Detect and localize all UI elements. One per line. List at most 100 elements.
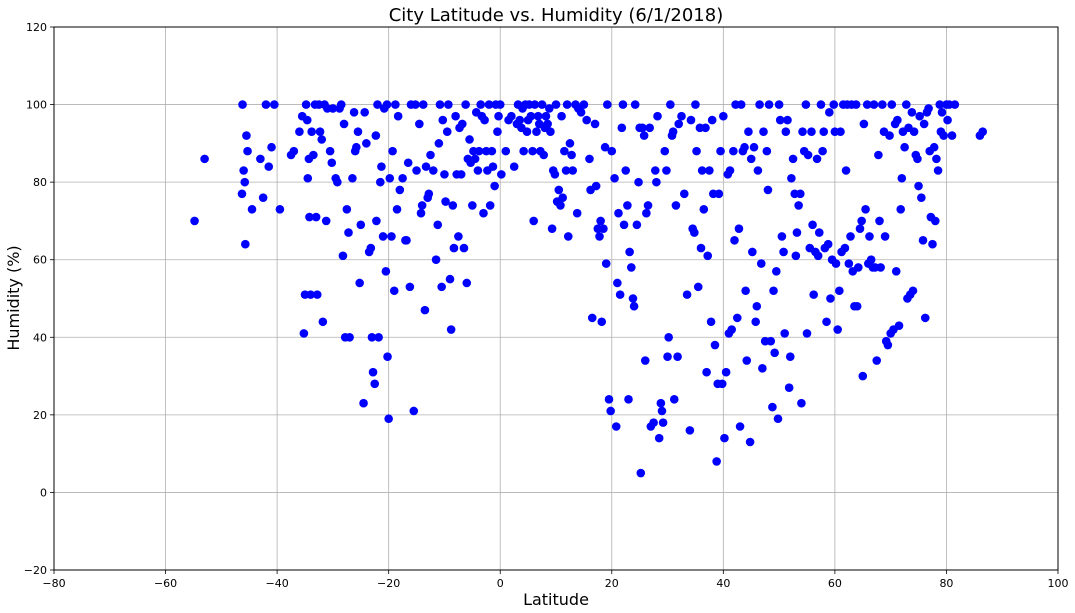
data-point [710,340,720,350]
data-point [930,216,940,226]
data-point [368,367,378,377]
data-point [696,243,706,253]
data-point [844,259,854,268]
data-point [727,325,736,334]
data-point [721,367,731,377]
data-point [658,418,668,427]
data-point [264,162,274,171]
data-point [918,236,928,245]
data-point [869,100,879,109]
data-point [780,329,789,338]
data-point [640,356,650,365]
data-point [479,208,488,218]
y-tick-label: 60 [33,254,47,267]
data-point [600,142,610,152]
data-point [474,146,484,156]
data-point [935,100,945,109]
data-point [685,426,695,435]
data-point [378,232,388,241]
data-point [773,414,783,424]
data-point [874,150,883,160]
data-point [745,437,755,447]
data-point [929,142,939,152]
data-point [865,232,874,241]
data-point [558,193,567,202]
data-point [852,301,862,311]
data-point [495,100,505,109]
data-point [714,189,724,199]
data-point [258,193,268,202]
data-point [666,100,675,109]
data-point [579,100,589,109]
data-point [541,111,551,121]
data-point [859,119,869,129]
data-point [706,317,716,327]
data-point [595,232,604,241]
data-point [840,243,850,253]
data-point [900,142,909,152]
data-point [426,150,435,160]
x-axis-ticks: −80 −60 −40 −20 0 20 40 60 80 100 [42,570,1069,590]
data-point [748,247,757,257]
data-point [473,166,483,175]
data-point [383,352,392,361]
data-point [866,255,876,265]
data-point [597,317,607,327]
x-tick-label: 40 [716,577,730,590]
data-point [480,115,489,125]
data-point [691,100,700,109]
data-point [692,146,701,156]
data-point [377,162,386,171]
data-point [550,170,560,179]
data-point [604,395,614,404]
data-point [295,127,304,137]
data-point [614,208,623,218]
data-point [917,193,926,202]
data-point [403,158,413,168]
data-point [442,127,452,137]
data-point [416,208,426,218]
data-point [353,127,363,137]
data-point [435,100,445,109]
data-point [261,100,271,109]
data-point [385,173,395,183]
data-point [484,100,494,109]
data-point [328,104,338,113]
data-point [420,305,430,315]
data-point [835,286,844,296]
data-point [645,123,655,133]
data-point [445,274,455,284]
data-point [270,100,279,109]
data-point [744,127,753,137]
data-point [740,142,749,152]
data-point [883,340,893,350]
data-point [752,301,762,311]
data-point [851,100,861,109]
data-point [366,243,376,253]
data-point [591,181,601,191]
data-point [809,290,818,299]
y-tick-label: 100 [26,99,47,112]
x-tick-label: −40 [266,577,289,590]
data-point [764,100,774,109]
data-point [671,201,681,210]
data-point [428,166,438,175]
data-point [465,135,474,144]
data-point [814,228,824,237]
data-point [321,216,331,226]
data-point [628,294,638,303]
data-point [649,418,658,427]
data-point [457,119,467,129]
data-point [858,371,868,381]
data-point [643,201,653,210]
x-tick-label: 100 [1048,577,1069,590]
data-points [190,100,987,478]
data-point [702,367,711,377]
data-point [630,100,640,109]
data-point [891,267,901,276]
data-point [831,259,841,268]
data-point [449,243,459,253]
data-point [532,127,541,137]
data-point [342,204,352,214]
data-point [434,139,444,148]
